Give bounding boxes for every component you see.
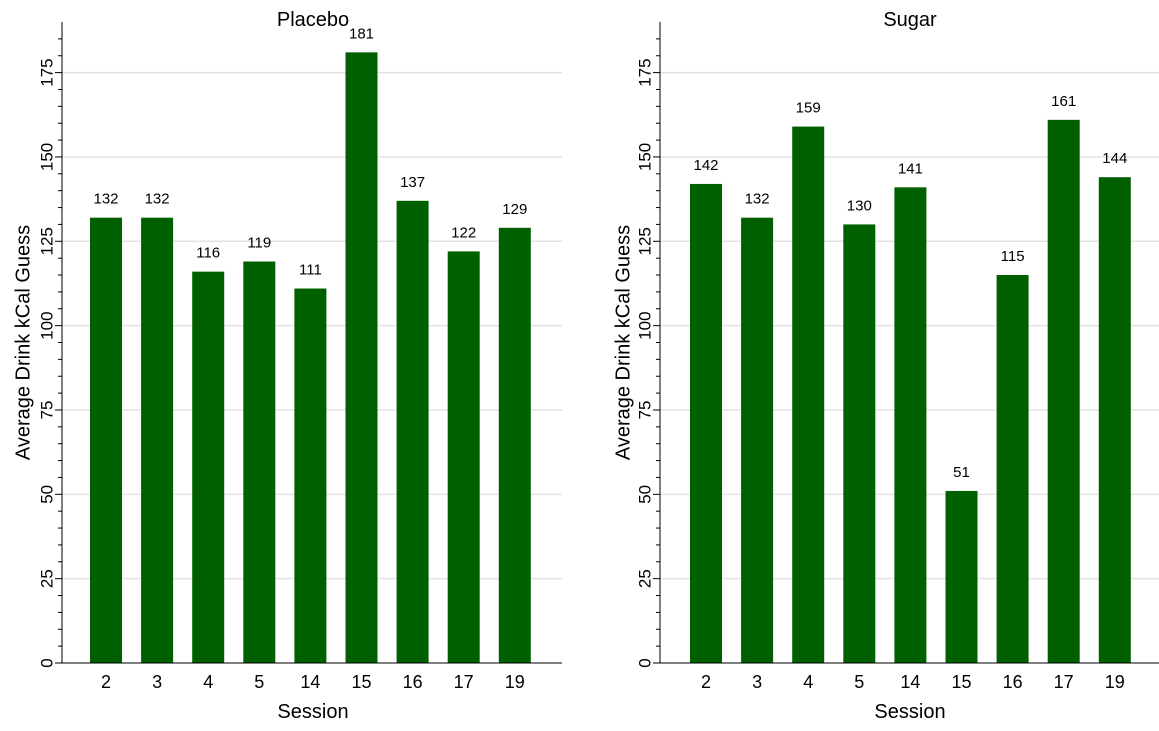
- x-tick-label: 16: [403, 672, 423, 692]
- x-tick-label: 4: [803, 672, 813, 692]
- bar-value-label: 132: [93, 191, 118, 208]
- x-tick-label: 19: [1105, 672, 1125, 692]
- x-tick-label: 3: [152, 672, 162, 692]
- x-tick-label: 17: [454, 672, 474, 692]
- y-tick-label: 175: [635, 58, 654, 86]
- bar-value-label: 132: [145, 191, 170, 208]
- bar-value-label: 137: [400, 174, 425, 191]
- bar-4: [192, 271, 225, 663]
- bar-3: [141, 217, 174, 663]
- y-tick-label: 0: [635, 658, 654, 667]
- y-axis-label: Average Drink kCal Guess: [612, 225, 634, 460]
- bar-value-label: 159: [796, 100, 821, 117]
- bar-value-label: 129: [502, 201, 527, 218]
- x-tick-label: 19: [505, 672, 525, 692]
- chart-title: Placebo: [277, 9, 349, 31]
- bar-17: [447, 251, 480, 663]
- x-axis-label: Session: [277, 701, 348, 723]
- bar-value-label: 115: [1001, 248, 1025, 265]
- bar-4: [792, 126, 825, 663]
- bar-5: [243, 261, 276, 663]
- bar-value-label: 51: [953, 464, 970, 481]
- bar-value-label: 144: [1102, 150, 1127, 167]
- x-tick-label: 17: [1054, 672, 1074, 692]
- bar-15: [345, 52, 378, 663]
- x-tick-label: 16: [1003, 672, 1023, 692]
- bar-3: [741, 217, 774, 663]
- x-tick-label: 14: [900, 672, 920, 692]
- y-tick-label: 75: [37, 401, 56, 420]
- bar-19: [1098, 177, 1131, 664]
- y-tick-label: 50: [635, 485, 654, 504]
- bar-value-label: 141: [898, 160, 923, 177]
- bar-19: [498, 227, 531, 663]
- x-tick-label: 4: [203, 672, 213, 692]
- bar-value-label: 132: [745, 191, 770, 208]
- y-tick-label: 100: [37, 311, 56, 339]
- bar-value-label: 122: [451, 224, 476, 241]
- axis-lines: [61, 22, 562, 664]
- bar-value-label: 142: [693, 157, 718, 174]
- axis-lines: [659, 22, 1159, 664]
- bar-16: [396, 200, 429, 663]
- y-tick-label: 25: [635, 569, 654, 588]
- x-tick-label: 15: [351, 672, 371, 692]
- x-tick-label: 5: [854, 672, 864, 692]
- panel-placebo: 0 25 50 75 100 125 150 175 132 2 132 3 116 4 119 5 111 14…: [12, 9, 562, 723]
- x-tick-label: 2: [101, 672, 111, 692]
- y-tick-label: 150: [37, 143, 56, 171]
- bar-value-label: 111: [299, 262, 322, 279]
- y-tick-label: 125: [635, 227, 654, 255]
- x-tick-label: 2: [701, 672, 711, 692]
- bar-value-label: 130: [847, 197, 872, 214]
- y-tick-label: 0: [37, 658, 56, 667]
- y-tick-label: 175: [37, 58, 56, 86]
- bar-17: [1047, 119, 1080, 663]
- y-axis-label: Average Drink kCal Guess: [12, 225, 34, 460]
- y-tick-label: 50: [37, 485, 56, 504]
- y-tick-label: 125: [37, 227, 56, 255]
- y-tick-label: 75: [635, 401, 654, 420]
- chart-title: Sugar: [883, 9, 937, 31]
- x-tick-label: 3: [752, 672, 762, 692]
- x-tick-label: 15: [951, 672, 971, 692]
- bar-15: [945, 490, 978, 663]
- y-tick-label: 100: [635, 311, 654, 339]
- bar-16: [996, 275, 1029, 663]
- bar-2: [690, 183, 722, 664]
- bar-value-label: 181: [349, 25, 374, 42]
- x-axis-label: Session: [874, 701, 945, 723]
- bar-value-label: 119: [247, 235, 271, 252]
- x-tick-label: 5: [254, 672, 264, 692]
- x-tick-label: 14: [300, 672, 320, 692]
- panel-sugar: 0 25 50 75 100 125 150 175 142 2 132 3 159 4 130 5 141 14…: [612, 9, 1159, 723]
- y-tick-label: 25: [37, 569, 56, 588]
- bar-14: [294, 288, 327, 663]
- bar-2: [90, 217, 122, 663]
- bar-14: [894, 187, 927, 663]
- bar-value-label: 161: [1051, 93, 1076, 110]
- bar-5: [843, 224, 876, 663]
- y-tick-label: 150: [635, 143, 654, 171]
- bar-value-label: 116: [196, 245, 220, 262]
